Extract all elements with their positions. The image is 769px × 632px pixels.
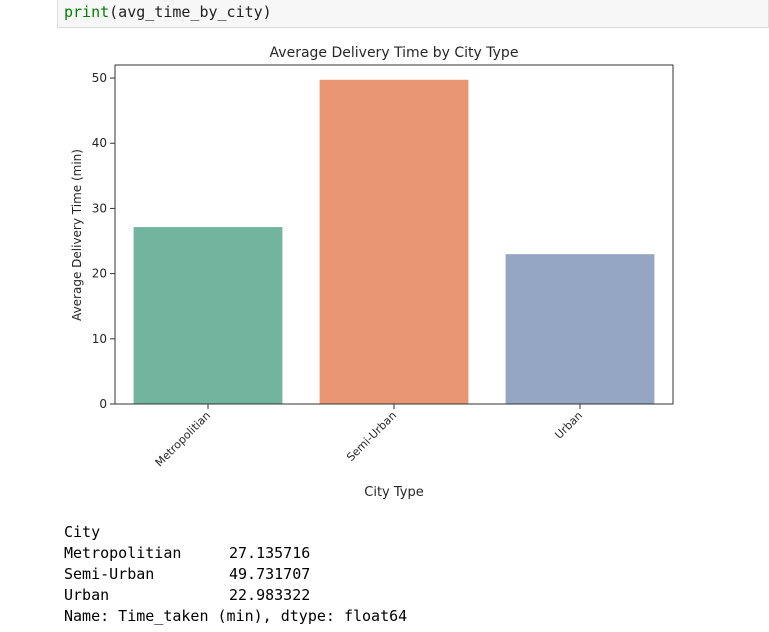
output-rows: Metropolitian 27.135716 Semi-Urban 49.73170…: [64, 543, 407, 606]
output-footer: Name: Time_taken (min), dtype: float64: [64, 607, 408, 625]
bar: [133, 227, 283, 404]
output-row-key: Metropolitian: [64, 544, 182, 562]
output-area: City Metropolitian 27.135716 Semi-Urban 49.…: [64, 522, 407, 627]
bar: [505, 254, 655, 404]
x-tick-label: Metropolitian: [153, 409, 213, 469]
output-row-value: 49.731707: [229, 565, 311, 583]
y-tick-label: 30: [92, 201, 107, 215]
output-row-value: 27.135716: [229, 544, 311, 562]
output-row: Metropolitian 27.135716: [64, 543, 407, 564]
output-row-key: Urban: [64, 586, 110, 604]
code-arguments: (avg_time_by_city): [109, 3, 272, 21]
code-cell[interactable]: print(avg_time_by_city): [57, 0, 769, 28]
output-row: Urban 22.983322: [64, 585, 407, 606]
output-header: City: [64, 523, 101, 541]
y-tick-label: 0: [99, 397, 107, 411]
output-row-key: Semi-Urban: [64, 565, 155, 583]
x-tick-label: Semi-Urban: [344, 409, 399, 464]
y-axis: 0 10 20 30 40 50: [92, 71, 115, 411]
bar-chart: Average Delivery Time by City Type 0 10 20…: [70, 45, 674, 500]
output-row-value: 22.983322: [229, 586, 311, 604]
x-axis-label: City Type: [364, 485, 423, 500]
chart-title: Average Delivery Time by City Type: [270, 45, 519, 61]
x-axis: Metropolitian Semi-Urban Urban: [153, 404, 585, 469]
output-row: Semi-Urban 49.731707: [64, 564, 407, 585]
y-tick-label: 10: [92, 332, 107, 346]
x-tick-label: Urban: [552, 409, 585, 442]
code-line: print(avg_time_by_city): [64, 3, 272, 21]
bar: [319, 79, 469, 404]
y-tick-label: 20: [92, 267, 107, 281]
bars-group: [133, 79, 655, 404]
y-tick-label: 40: [92, 136, 107, 150]
code-function-name: print: [64, 3, 110, 21]
y-tick-label: 50: [92, 71, 107, 85]
y-axis-label: Average Delivery Time (min): [70, 149, 84, 321]
